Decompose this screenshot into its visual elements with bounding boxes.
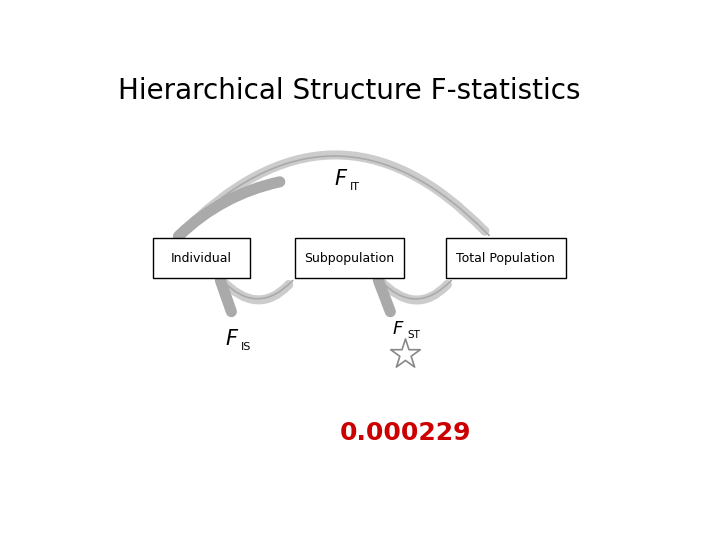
FancyArrowPatch shape — [179, 182, 280, 236]
FancyBboxPatch shape — [295, 238, 404, 278]
FancyArrowPatch shape — [378, 280, 390, 312]
Text: F: F — [226, 329, 238, 349]
Text: IT: IT — [349, 181, 359, 192]
FancyArrowPatch shape — [221, 280, 292, 299]
Text: IS: IS — [240, 342, 251, 352]
Text: ST: ST — [407, 330, 420, 340]
FancyArrowPatch shape — [379, 280, 447, 300]
FancyArrowPatch shape — [221, 280, 289, 300]
Point — [400, 349, 411, 358]
Text: 0.000229: 0.000229 — [340, 421, 471, 445]
Text: F: F — [335, 169, 347, 189]
FancyArrowPatch shape — [179, 156, 489, 236]
FancyArrowPatch shape — [179, 155, 485, 236]
FancyArrowPatch shape — [220, 280, 231, 312]
Text: Subpopulation: Subpopulation — [305, 252, 395, 265]
Text: Individual: Individual — [171, 252, 232, 265]
FancyArrowPatch shape — [379, 280, 451, 299]
Text: Hierarchical Structure F-statistics: Hierarchical Structure F-statistics — [118, 77, 580, 105]
Text: F: F — [392, 320, 402, 338]
FancyBboxPatch shape — [153, 238, 251, 278]
Text: Total Population: Total Population — [456, 252, 555, 265]
FancyBboxPatch shape — [446, 238, 566, 278]
